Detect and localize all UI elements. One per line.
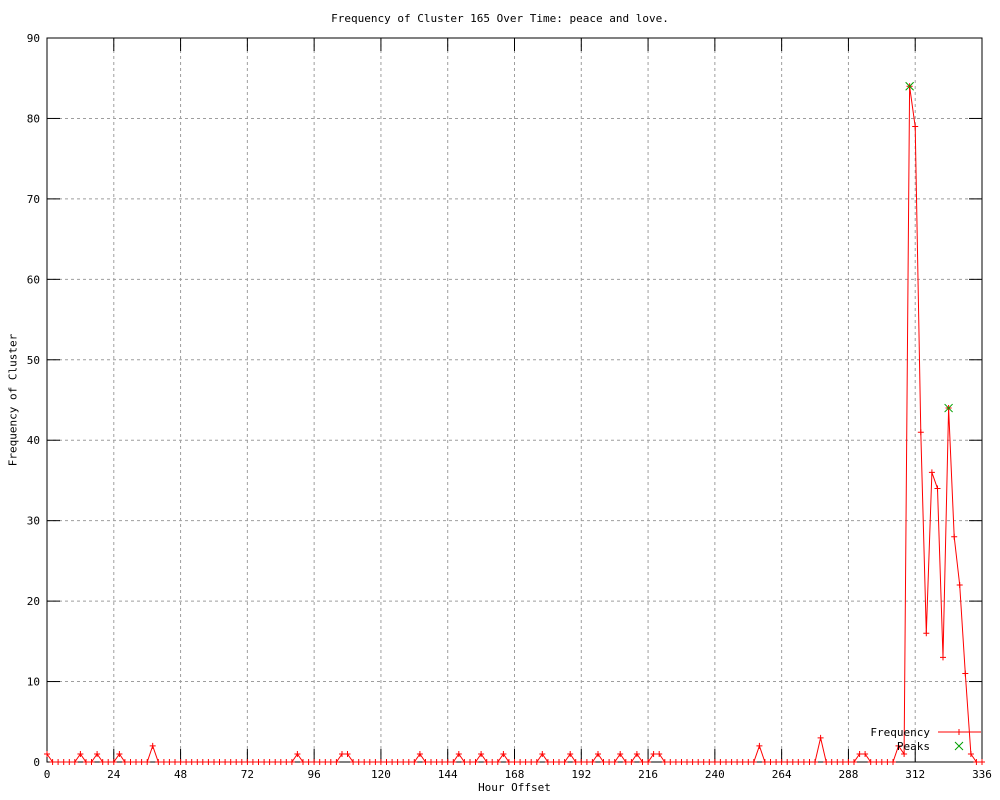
grid-lines bbox=[47, 38, 982, 762]
svg-text:288: 288 bbox=[838, 768, 858, 781]
svg-text:216: 216 bbox=[638, 768, 658, 781]
frequency-point-markers bbox=[44, 83, 985, 765]
svg-text:50: 50 bbox=[27, 354, 40, 367]
x-tick-labels: 0 24 48 72 96 120 144 168 192 216 240 264 288 312 336 bbox=[44, 768, 992, 781]
svg-text:20: 20 bbox=[27, 595, 40, 608]
svg-text:70: 70 bbox=[27, 193, 40, 206]
legend-sample-frequency-marker bbox=[956, 729, 962, 735]
svg-text:48: 48 bbox=[174, 768, 187, 781]
chart-title: Frequency of Cluster 165 Over Time: peac… bbox=[331, 12, 669, 25]
svg-text:80: 80 bbox=[27, 112, 40, 125]
svg-text:120: 120 bbox=[371, 768, 391, 781]
svg-text:24: 24 bbox=[107, 768, 121, 781]
peak-markers bbox=[905, 81, 953, 413]
legend-label-peaks: Peaks bbox=[897, 740, 930, 753]
svg-text:336: 336 bbox=[972, 768, 992, 781]
svg-text:264: 264 bbox=[772, 768, 792, 781]
svg-text:240: 240 bbox=[705, 768, 725, 781]
legend-sample-peaks-marker bbox=[954, 741, 964, 751]
svg-text:30: 30 bbox=[27, 515, 40, 528]
legend-label-frequency: Frequency bbox=[870, 726, 930, 739]
svg-text:90: 90 bbox=[27, 32, 40, 45]
svg-text:312: 312 bbox=[905, 768, 925, 781]
svg-text:40: 40 bbox=[27, 434, 40, 447]
svg-text:0: 0 bbox=[33, 756, 40, 769]
svg-text:192: 192 bbox=[571, 768, 591, 781]
svg-text:144: 144 bbox=[438, 768, 458, 781]
svg-text:168: 168 bbox=[505, 768, 525, 781]
y-tick-labels: 0 10 20 30 40 50 60 70 80 90 bbox=[27, 32, 40, 769]
svg-text:10: 10 bbox=[27, 676, 40, 689]
svg-text:60: 60 bbox=[27, 273, 40, 286]
x-axis-title: Hour Offset bbox=[478, 781, 551, 794]
svg-text:96: 96 bbox=[308, 768, 321, 781]
svg-text:72: 72 bbox=[241, 768, 254, 781]
svg-text:0: 0 bbox=[44, 768, 51, 781]
